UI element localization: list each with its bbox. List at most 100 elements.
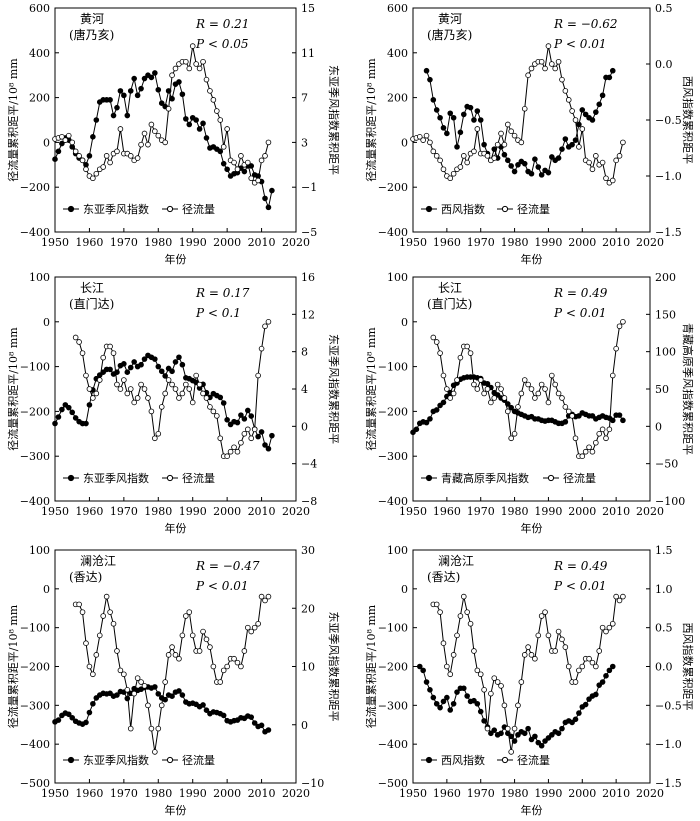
station-river-name: 长江 (438, 281, 462, 295)
legend-label: 径流量 (182, 202, 215, 216)
data-point (241, 416, 248, 422)
data-point (552, 381, 558, 388)
data-point (83, 719, 89, 726)
data-point (127, 364, 134, 371)
data-point (586, 159, 592, 166)
data-point (582, 111, 589, 118)
data-point (169, 368, 175, 375)
data-point (460, 593, 467, 600)
legend-marker (166, 205, 174, 213)
y-left-axis-label: 径流量累积距平/10⁸ mm (364, 58, 378, 182)
data-point (501, 395, 508, 401)
series-runoff (410, 43, 626, 186)
data-point (437, 114, 443, 121)
data-point (131, 359, 137, 365)
y-left-tick-label: 400 (387, 47, 408, 60)
data-point (545, 632, 552, 639)
data-point (528, 652, 535, 658)
data-point (76, 601, 82, 608)
y-right-tick-label: 0 (655, 420, 662, 433)
data-point (69, 409, 76, 416)
data-point (241, 430, 248, 437)
legend: 西风指数 径流量 (421, 753, 550, 767)
y-left-tick-label: 0 (43, 583, 50, 596)
data-point (518, 139, 525, 146)
x-tick-label: 1990 (534, 787, 562, 800)
data-point (498, 730, 504, 737)
data-point (200, 702, 206, 708)
y-right-tick-label: −1.5 (655, 777, 682, 790)
data-point (55, 414, 62, 420)
data-point (444, 386, 450, 392)
data-point (589, 413, 596, 419)
data-point (114, 381, 120, 388)
data-point (481, 141, 487, 148)
data-point (258, 345, 265, 352)
data-point (169, 95, 175, 102)
stat-r-value: R = 0.49 (553, 559, 608, 573)
data-point (258, 593, 265, 600)
data-point (134, 675, 141, 681)
y-right-tick-label: −1.0 (655, 170, 682, 183)
data-point (586, 444, 592, 451)
data-point (525, 644, 531, 650)
series-line (432, 321, 624, 457)
data-point (265, 204, 272, 211)
data-point (467, 620, 474, 627)
stat-p-value: P < 0.1 (195, 306, 241, 320)
data-point (258, 157, 265, 164)
data-point (141, 75, 148, 82)
y-right-axis-label: 东亚季风指数累积距平 (327, 65, 341, 175)
data-point (152, 435, 158, 442)
data-point (444, 694, 450, 701)
data-point (234, 166, 241, 173)
x-tick-label: 2000 (213, 505, 241, 518)
data-point (176, 79, 182, 85)
data-point (245, 159, 251, 166)
legend: 青藏高原季风指数 径流量 (421, 471, 596, 485)
data-point (152, 70, 158, 76)
data-point (193, 117, 199, 123)
data-point (491, 155, 498, 161)
data-point (131, 690, 137, 697)
x-tick-label: 2010 (602, 787, 630, 800)
data-point (196, 65, 203, 72)
legend-label: 径流量 (182, 471, 215, 485)
data-point (103, 153, 110, 159)
data-point (100, 164, 106, 170)
data-point (165, 377, 172, 383)
data-point (52, 420, 58, 427)
data-point (76, 339, 82, 345)
data-point (86, 663, 93, 670)
data-point (203, 135, 210, 141)
data-point (599, 426, 606, 433)
data-point (134, 92, 141, 99)
y-left-tick-label: −200 (378, 661, 408, 674)
data-point (96, 632, 103, 639)
series-index (416, 663, 616, 749)
data-point (596, 682, 603, 688)
data-point (460, 685, 467, 692)
x-tick-label: 1980 (144, 505, 172, 518)
y-right-tick-label: 11 (301, 47, 315, 60)
legend: 西风指数 径流量 (421, 202, 550, 216)
data-point (420, 137, 426, 143)
data-point (124, 112, 131, 119)
data-point (491, 395, 498, 401)
data-point (437, 402, 443, 409)
y-right-tick-label: 100 (655, 346, 676, 359)
y-right-tick-label: −8 (301, 495, 317, 508)
data-point (148, 74, 155, 81)
data-point (65, 711, 72, 718)
y-left-tick-label: −400 (378, 495, 408, 508)
data-point (494, 141, 501, 148)
data-point (423, 132, 430, 139)
data-point (427, 686, 433, 693)
chart-panel-1: 1950 1960 1970 1980 1990 2000 2010 2020年份−400−2… (6, 2, 341, 266)
data-point (200, 628, 206, 635)
data-point (207, 88, 213, 94)
data-point (562, 419, 569, 425)
data-point (114, 648, 120, 654)
data-point (138, 381, 144, 388)
y-left-tick-label: −100 (20, 622, 50, 635)
